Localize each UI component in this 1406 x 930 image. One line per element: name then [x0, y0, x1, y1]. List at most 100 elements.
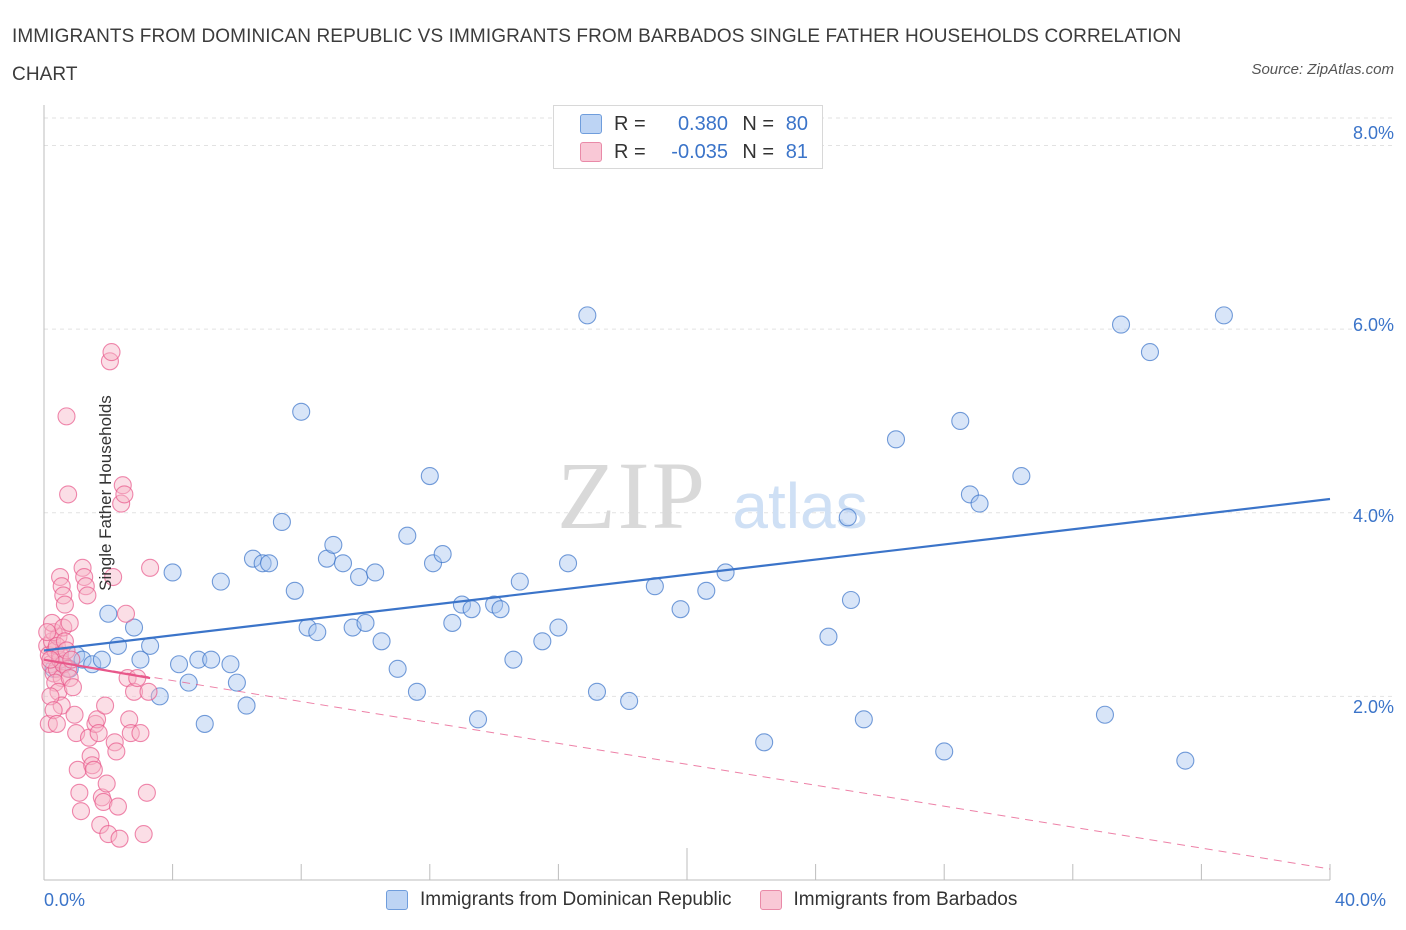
y-tick-label-4: 4.0% — [1352, 506, 1394, 526]
data-point — [697, 581, 716, 600]
data-point — [137, 783, 156, 802]
legend-n-value: 81 — [785, 140, 808, 163]
data-point — [491, 600, 510, 619]
trend-line-dashed — [43, 659, 1331, 870]
watermark-zip: ZIP — [557, 442, 707, 549]
data-point — [76, 577, 95, 596]
data-point — [388, 659, 407, 678]
data-point — [108, 636, 127, 655]
data-point — [189, 650, 208, 669]
data-point — [292, 402, 311, 421]
data-point — [420, 466, 439, 486]
data-point — [433, 545, 452, 564]
data-point — [75, 567, 94, 587]
data-point — [105, 733, 124, 752]
data-point — [92, 650, 111, 669]
data-point — [1214, 306, 1233, 325]
data-point — [462, 600, 481, 619]
data-point — [42, 613, 62, 632]
data-point — [423, 554, 443, 573]
legend-row-dominican: R = 0.380 N = 80 — [580, 112, 808, 136]
data-point — [128, 668, 147, 688]
data-point — [131, 650, 150, 669]
data-point — [141, 558, 160, 577]
data-point — [366, 563, 385, 582]
legend-swatch-pink — [759, 890, 782, 910]
data-point — [134, 825, 153, 844]
data-point — [47, 714, 66, 733]
data-point — [533, 632, 552, 651]
data-point — [504, 650, 523, 669]
data-point — [558, 554, 578, 573]
data-point — [854, 710, 873, 729]
data-point — [951, 411, 970, 431]
data-point — [96, 696, 115, 715]
data-point — [99, 604, 118, 623]
data-point — [51, 567, 70, 587]
data-point — [65, 705, 84, 724]
x-tick-label-min: 0.0% — [44, 890, 86, 910]
data-point — [116, 604, 136, 623]
data-point — [131, 724, 150, 743]
data-point — [59, 485, 78, 504]
data-point — [55, 595, 74, 614]
data-point — [1095, 705, 1114, 724]
data-point — [124, 618, 144, 637]
legend-r-value: 0.380 — [677, 112, 728, 135]
data-point — [124, 682, 144, 701]
data-point — [41, 687, 60, 706]
data-point — [100, 352, 119, 371]
data-point — [285, 581, 304, 600]
data-point — [221, 655, 240, 674]
legend-r-label: R = — [614, 112, 646, 135]
data-point — [110, 829, 129, 848]
axes — [43, 105, 1331, 881]
data-point — [87, 710, 107, 729]
data-point — [120, 710, 139, 729]
x-tick-label-max: 40.0% — [1335, 890, 1387, 910]
data-point — [935, 742, 954, 761]
data-point — [253, 554, 272, 573]
data-point — [63, 678, 82, 697]
data-point — [71, 802, 91, 821]
data-point — [121, 724, 140, 743]
data-point — [272, 512, 291, 532]
data-point — [78, 586, 97, 605]
legend-item-barbados: Immigrants from Barbados — [759, 889, 1018, 911]
legend-series-name: Immigrants from Barbados — [793, 889, 1018, 910]
data-point — [81, 747, 100, 766]
legend-swatch-pink — [580, 142, 602, 162]
y-tick-label-6: 6.0% — [1352, 315, 1394, 335]
data-point — [104, 567, 123, 587]
data-point — [107, 742, 126, 761]
data-point — [485, 595, 504, 614]
y-tick-label-8: 8.0% — [1352, 123, 1394, 143]
data-point — [55, 632, 74, 651]
data-point — [620, 691, 639, 711]
data-point — [211, 572, 230, 591]
data-point — [671, 600, 690, 619]
data-point — [169, 655, 189, 674]
legend-n-value: 80 — [785, 112, 808, 135]
data-point — [84, 760, 103, 779]
data-point — [102, 343, 121, 362]
data-point — [54, 586, 73, 605]
data-point — [1140, 343, 1160, 362]
watermark-atlas: atlas — [732, 470, 867, 542]
data-point — [259, 554, 279, 573]
data-point — [60, 613, 79, 632]
source-label: Source: ZipAtlas.com — [1251, 61, 1394, 78]
data-point — [510, 572, 529, 591]
legend-n-label: N = — [742, 140, 774, 163]
legend-n-label: N = — [742, 112, 774, 135]
data-point — [89, 724, 108, 743]
data-point — [94, 792, 113, 812]
data-point — [237, 696, 256, 715]
legend-swatch-blue — [386, 890, 408, 910]
data-point — [578, 306, 597, 325]
data-point — [73, 558, 92, 577]
data-point — [838, 508, 857, 527]
data-point — [68, 760, 87, 779]
data-point — [179, 673, 198, 692]
data-point — [549, 618, 568, 637]
